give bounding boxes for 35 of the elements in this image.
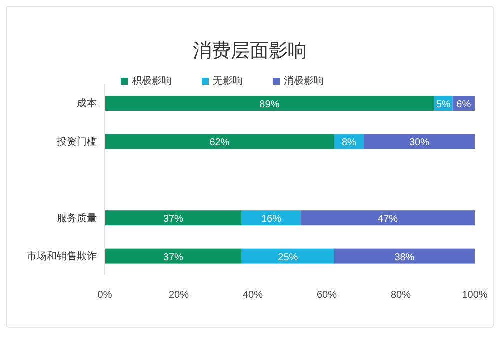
- legend-label: 消极影响: [284, 76, 324, 87]
- data-label: 89%: [260, 100, 280, 110]
- x-tick-label: 20%: [168, 290, 190, 302]
- data-label: 8%: [342, 138, 357, 149]
- x-tick-label: 0%: [98, 290, 112, 302]
- data-label: 37%: [163, 214, 184, 226]
- data-label: 47%: [378, 214, 398, 226]
- bar: [242, 248, 334, 264]
- legend-label: 积极影响: [132, 76, 172, 87]
- bar: [334, 248, 475, 264]
- legend-label: 无影响: [213, 76, 243, 87]
- data-label: 25%: [278, 252, 298, 264]
- x-tick-label: 80%: [390, 290, 412, 302]
- bar: [364, 134, 475, 150]
- y-tick-label: 投资门槛: [56, 136, 97, 148]
- bar: [105, 96, 434, 111]
- y-tick-label: 市场和销售欺诈: [27, 250, 97, 262]
- y-tick-label: 成本: [77, 98, 97, 110]
- bar: [105, 248, 242, 264]
- data-label: 30%: [409, 138, 430, 149]
- y-tick-label: 服务质量: [57, 212, 97, 224]
- data-label: 62%: [210, 138, 230, 149]
- chart-title: 消费层面影响: [192, 40, 308, 64]
- data-label: 6%: [456, 100, 472, 110]
- bar: [105, 210, 242, 226]
- x-tick-label: 40%: [242, 290, 264, 302]
- bar: [301, 210, 475, 226]
- data-label: 37%: [163, 252, 184, 264]
- data-label: 16%: [261, 214, 282, 226]
- bar: [242, 210, 302, 226]
- data-label: 38%: [394, 252, 415, 264]
- x-tick-label: 60%: [316, 290, 338, 302]
- x-tick-label: 100%: [462, 290, 488, 302]
- data-label: 5%: [436, 100, 451, 110]
- bar: [105, 134, 334, 150]
